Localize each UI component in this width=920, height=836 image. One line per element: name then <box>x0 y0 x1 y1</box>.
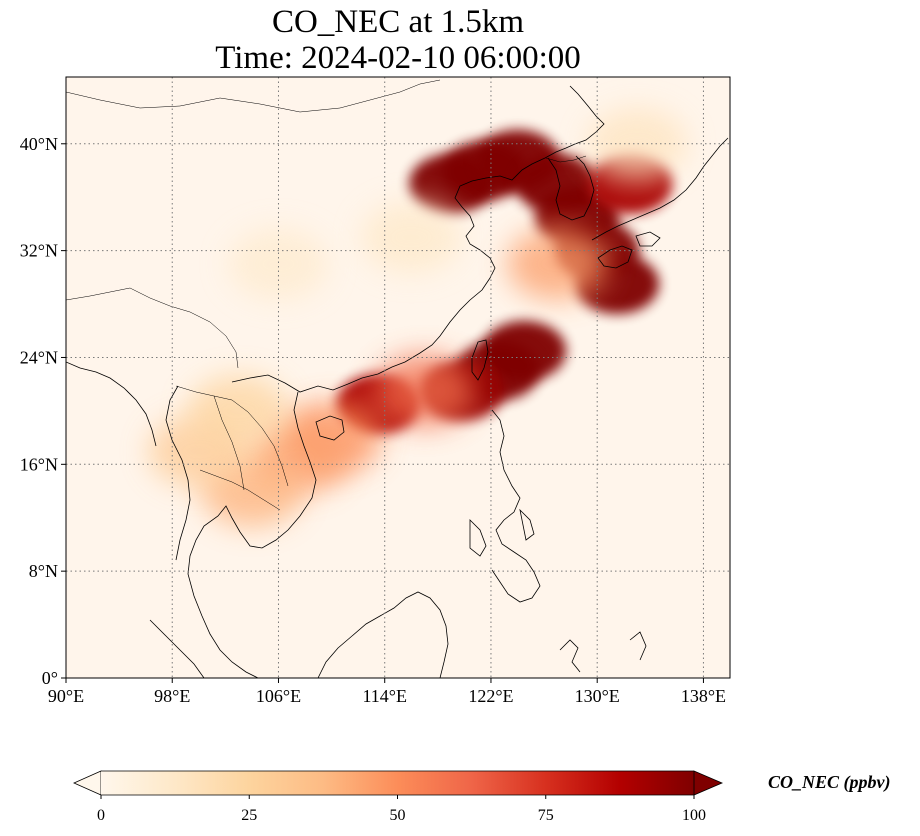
coastline-borneo <box>317 591 449 678</box>
x-tick-label-4: 122°E <box>468 686 513 706</box>
coastline-japan <box>591 137 729 269</box>
y-tick-label-2: 16°N <box>20 454 58 474</box>
plume-19 <box>360 201 462 274</box>
colorbar-tick-label-1: 25 <box>241 807 257 824</box>
x-tick-label-1: 98°E <box>154 686 190 706</box>
plume-18 <box>506 227 608 300</box>
colorbar-gradient <box>101 771 694 795</box>
colorbar-tick-label-3: 75 <box>538 807 554 824</box>
y-tick-label-0: 0° <box>42 668 58 688</box>
colorbar-extend-low <box>73 770 102 796</box>
x-tick-label-6: 138°E <box>681 686 726 706</box>
concentration-field <box>148 107 688 528</box>
plot-title: CO_NEC at 1.5km Time: 2024-02-10 06:00:0… <box>66 4 730 76</box>
plume-20 <box>228 227 329 300</box>
x-tick-label-0: 90°E <box>48 686 84 706</box>
country-borders <box>66 79 587 511</box>
plot-title-line1: CO_NEC at 1.5km <box>271 4 525 40</box>
coastline-east-indonesia <box>559 631 647 673</box>
x-tick-label-3: 114°E <box>362 686 407 706</box>
y-tick-label-4: 32°N <box>20 241 58 261</box>
coastline-hainan <box>315 415 345 441</box>
plot-title-line2: Time: 2024-02-10 06:00:00 <box>215 40 581 76</box>
coastlines <box>66 85 729 678</box>
plume-17 <box>188 374 290 447</box>
y-tick-label-5: 40°N <box>20 134 58 154</box>
border-indochina <box>175 385 289 511</box>
gridlines <box>66 77 730 678</box>
colorbar-tick-label-4: 100 <box>682 807 706 824</box>
coastline-myanmar <box>66 361 157 447</box>
colorbar-tick-label-0: 0 <box>97 807 105 824</box>
x-tick-label-2: 106°E <box>256 686 301 706</box>
colorbar-extend-high <box>693 770 724 796</box>
coastline-philippines <box>469 409 541 603</box>
y-tick-label-1: 8°N <box>29 561 58 581</box>
coastline-malay <box>149 619 205 678</box>
border-mongolia <box>66 79 441 113</box>
map-frame <box>65 76 731 679</box>
border-southwest <box>66 287 239 369</box>
plume-12 <box>374 354 475 427</box>
y-axis-ticks: 0° 8°N 16°N 24°N 32°N 40°N <box>20 134 66 688</box>
coastline-indochina <box>165 385 317 678</box>
map-area: 90°E 98°E 106°E 114°E 122°E 130°E 138°E 0° 8°N 1… <box>20 76 731 706</box>
plume-21 <box>586 107 688 180</box>
y-tick-label-3: 24°N <box>20 347 58 367</box>
x-axis-ticks: 90°E 98°E 106°E 114°E 122°E 130°E 138°E <box>48 678 726 706</box>
coastline-korea <box>547 155 595 221</box>
border-korea <box>545 155 587 163</box>
colorbar-tick-label-2: 50 <box>390 807 406 824</box>
colorbar-ticks: 0 25 50 75 100 <box>97 795 706 824</box>
plume-1 <box>409 153 494 214</box>
coastline-taiwan <box>471 339 489 381</box>
colorbar-title: CO_NEC (ppbv) <box>768 772 891 793</box>
colorbar: 0 25 50 75 100 CO_NEC (ppbv) <box>73 770 891 824</box>
coastline-east-asia <box>231 85 605 393</box>
x-tick-label-5: 130°E <box>575 686 620 706</box>
